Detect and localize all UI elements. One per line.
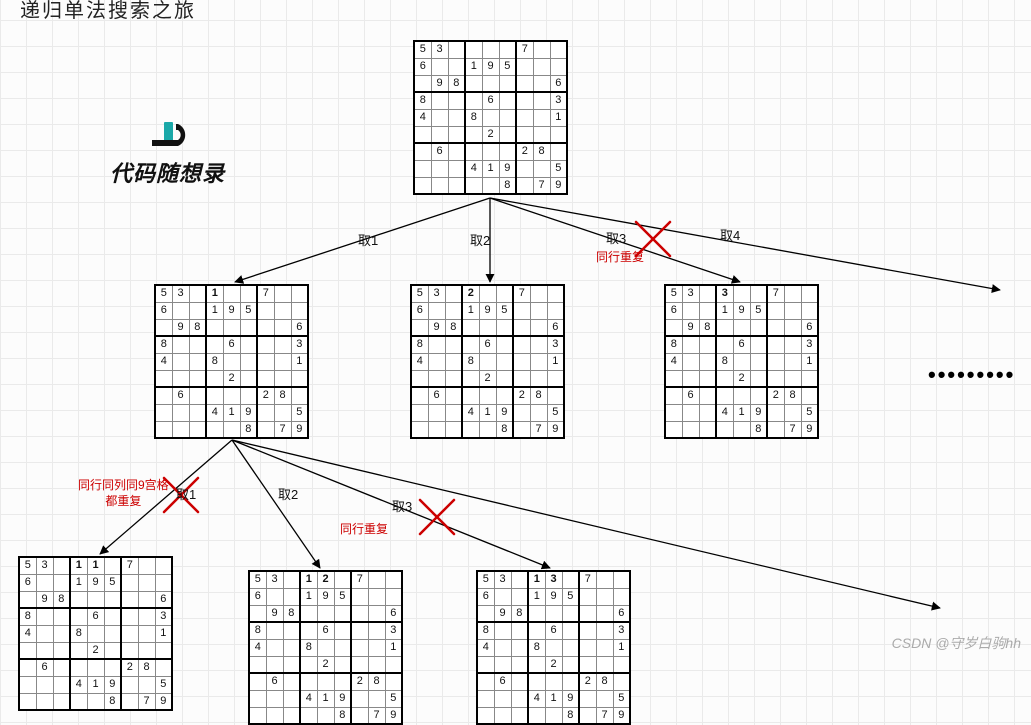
logo-icon	[148, 120, 188, 152]
sudoku-branch-take1: 5317619598686348126284195879	[154, 284, 309, 439]
edge-label-take1-l2: 取1	[176, 484, 196, 503]
sudoku-leaf-11: 53117619598686348126284195879	[18, 556, 173, 711]
sudoku-leaf-13: 53137619598686348126284195879	[476, 570, 631, 725]
logo-text: 代码随想录	[110, 156, 225, 188]
edge-label-take2: 取2	[470, 230, 490, 249]
error-row-dup-l2: 同行重复	[340, 522, 388, 538]
sudoku-leaf-12: 53127619598686348126284195879	[248, 570, 403, 725]
page-title: 递归单法搜索之旅	[20, 0, 196, 23]
error-all-dup: 同行同列同9宫格都重复	[78, 478, 169, 509]
ellipsis-more: •••••••••	[928, 362, 1015, 388]
edge-label-take1: 取1	[358, 230, 378, 249]
edge-label-take4: 取4	[720, 225, 740, 244]
error-row-dup: 同行重复	[596, 250, 644, 266]
sudoku-branch-take2: 5327619598686348126284195879	[410, 284, 565, 439]
sudoku-branch-take3: 5337619598686348126284195879	[664, 284, 819, 439]
edge-label-take2-l2: 取2	[278, 484, 298, 503]
brand-logo: 代码随想录	[110, 120, 225, 188]
edge-label-take3: 取3	[606, 228, 626, 247]
edge-label-take3-l2: 取3	[392, 496, 412, 515]
watermark: CSDN @守岁白驹hh	[892, 633, 1021, 653]
sudoku-root: 537619598686348126284195879	[413, 40, 568, 195]
